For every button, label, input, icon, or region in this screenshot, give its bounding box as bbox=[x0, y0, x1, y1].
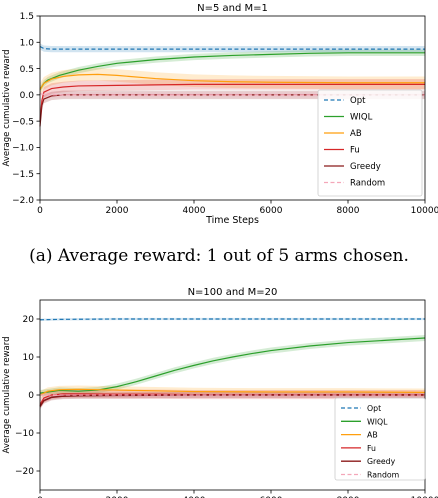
y-tick-label: 0.0 bbox=[20, 91, 35, 101]
x-tick-label: 6000 bbox=[260, 206, 283, 216]
series-line-fu bbox=[39, 83, 425, 122]
plot-frame bbox=[39, 15, 426, 201]
legend-label-ab: AB bbox=[350, 129, 362, 139]
series-line-opt bbox=[39, 45, 425, 50]
y-tick-label: −1.5 bbox=[12, 170, 34, 180]
y-tick-label: −20 bbox=[15, 467, 34, 477]
legend-label-opt: Opt bbox=[367, 404, 381, 413]
band-greedy bbox=[40, 391, 425, 410]
legend-label-wiql: WIQL bbox=[367, 417, 388, 426]
legend-label-ab: AB bbox=[367, 431, 378, 440]
x-tick-label: 0 bbox=[37, 496, 43, 498]
band-wiql bbox=[40, 49, 425, 93]
series-line-wiql bbox=[39, 337, 426, 394]
y-tick-label: −1.0 bbox=[12, 144, 34, 154]
y-tick-label: 10 bbox=[23, 353, 35, 363]
x-tick-label: 8000 bbox=[337, 206, 360, 216]
series-line-ab bbox=[39, 388, 426, 396]
y-tick-label: 0.5 bbox=[20, 65, 34, 75]
x-tick-label: 6000 bbox=[260, 496, 283, 498]
x-tick-label: 2000 bbox=[106, 496, 129, 498]
y-tick-label: 20 bbox=[23, 315, 35, 325]
y-tick-label: 1.5 bbox=[20, 12, 34, 22]
x-tick-label: 10000 bbox=[411, 206, 438, 216]
x-tick-label: 8000 bbox=[337, 496, 360, 498]
x-tick-label: 2000 bbox=[106, 206, 129, 216]
chart-title: N=5 and M=1 bbox=[197, 3, 268, 14]
y-tick-label: 0 bbox=[28, 391, 34, 401]
x-tick-label: 0 bbox=[37, 206, 43, 216]
legend-label-random: Random bbox=[350, 179, 385, 189]
legend: Opt WIQL AB Fu Greedy Random bbox=[334, 397, 426, 481]
legend-label-fu: Fu bbox=[367, 444, 376, 453]
legend-label-random: Random bbox=[367, 471, 399, 480]
legend-label-greedy: Greedy bbox=[350, 162, 381, 172]
legend: Opt WIQL AB Fu Greedy Random bbox=[317, 89, 423, 197]
x-axis-label: Time Steps bbox=[205, 215, 259, 226]
y-axis-label: Average cumulative reward bbox=[2, 337, 12, 454]
series-line-opt bbox=[39, 318, 425, 321]
legend-label-fu: Fu bbox=[350, 146, 360, 156]
y-tick-label: −2.0 bbox=[12, 196, 34, 206]
chart-2: 0 2000 4000 6000 8000 10000 −20 −10 0 10 20 N=100 a… bbox=[2, 287, 438, 498]
legend-label-opt: Opt bbox=[350, 96, 366, 106]
band-wiql bbox=[40, 334, 425, 397]
band-opt bbox=[40, 43, 425, 53]
y-tick-label: −0.5 bbox=[12, 117, 34, 127]
y-axis-label: Average cumulative reward bbox=[2, 50, 12, 167]
x-tick-label: 4000 bbox=[183, 496, 206, 498]
legend-box bbox=[334, 397, 426, 481]
y-tick-label: 1.0 bbox=[20, 38, 35, 48]
legend-label-wiql: WIQL bbox=[350, 113, 373, 123]
y-tick-label: −10 bbox=[15, 429, 34, 439]
caption-a: (a) Average reward: 1 out of 5 arms chos… bbox=[29, 246, 409, 266]
chart-title: N=100 and M=20 bbox=[188, 287, 278, 298]
series-line-ab bbox=[39, 73, 425, 90]
legend-label-greedy: Greedy bbox=[367, 457, 396, 466]
x-tick-label: 10000 bbox=[411, 496, 438, 498]
x-tick-label: 4000 bbox=[183, 206, 206, 216]
chart-1: 0 2000 4000 6000 8000 10000 −2.0 −1.5 −1.0 −0.5 0.… bbox=[2, 3, 438, 226]
